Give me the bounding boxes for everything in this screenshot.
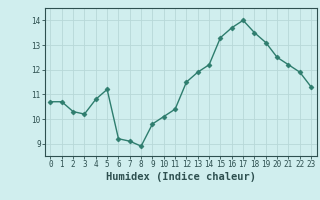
X-axis label: Humidex (Indice chaleur): Humidex (Indice chaleur): [106, 172, 256, 182]
